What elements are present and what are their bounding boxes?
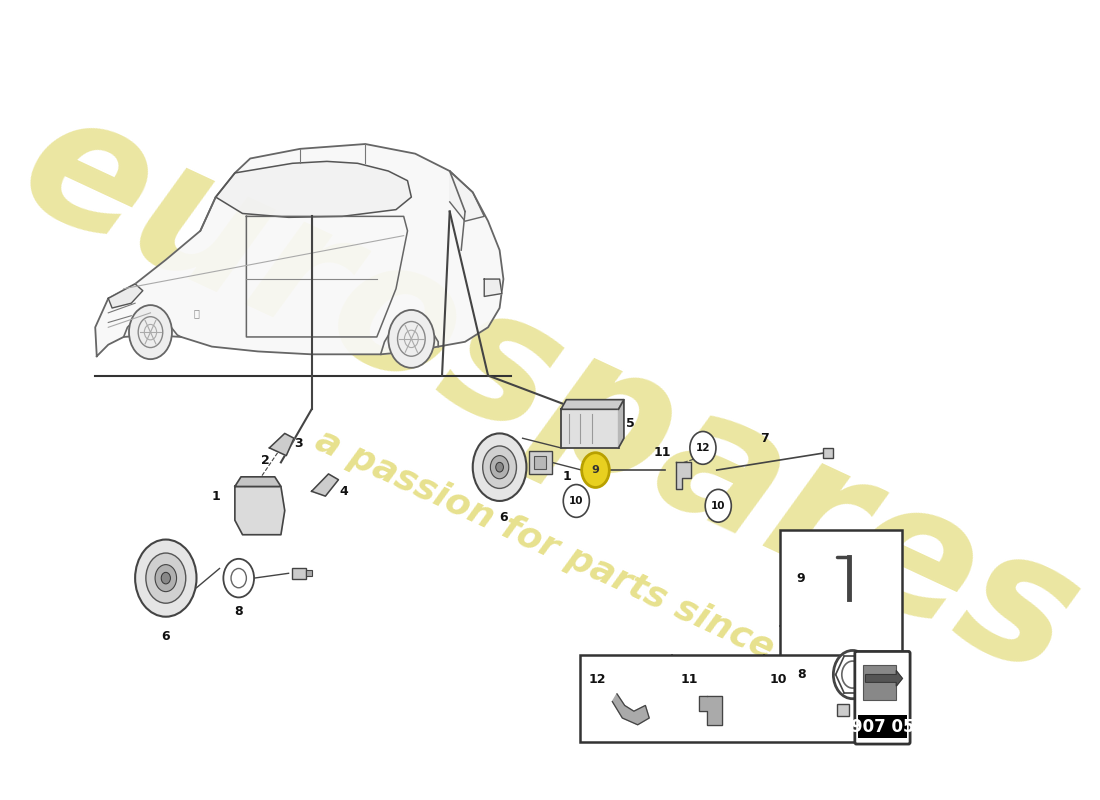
Text: 9: 9 bbox=[796, 572, 805, 585]
Text: 8: 8 bbox=[796, 668, 805, 681]
Polygon shape bbox=[676, 462, 692, 490]
Bar bbox=[780, 530, 902, 723]
Polygon shape bbox=[618, 400, 624, 448]
Circle shape bbox=[388, 310, 434, 368]
Polygon shape bbox=[613, 694, 649, 725]
Circle shape bbox=[146, 553, 186, 603]
Text: 6: 6 bbox=[499, 511, 508, 524]
Text: 10: 10 bbox=[569, 496, 584, 506]
Text: 🔶: 🔶 bbox=[194, 308, 199, 318]
Text: 11: 11 bbox=[681, 673, 697, 686]
Polygon shape bbox=[270, 434, 294, 456]
Bar bbox=[580, 655, 857, 742]
Text: 3: 3 bbox=[294, 437, 302, 450]
Text: 4: 4 bbox=[340, 485, 349, 498]
Polygon shape bbox=[700, 696, 722, 725]
Circle shape bbox=[563, 485, 590, 518]
Circle shape bbox=[496, 462, 504, 472]
Circle shape bbox=[834, 650, 871, 698]
Text: 907 05: 907 05 bbox=[850, 718, 914, 736]
Text: 12: 12 bbox=[695, 443, 711, 453]
Text: 2: 2 bbox=[261, 454, 270, 467]
Polygon shape bbox=[866, 670, 902, 686]
Bar bbox=[823, 448, 834, 458]
Circle shape bbox=[135, 539, 197, 617]
Text: 6: 6 bbox=[162, 630, 170, 642]
Circle shape bbox=[162, 572, 170, 584]
Polygon shape bbox=[216, 162, 411, 218]
Bar bbox=[858, 715, 907, 738]
Circle shape bbox=[155, 565, 177, 592]
Bar bbox=[529, 450, 552, 474]
Bar bbox=[306, 570, 312, 576]
Text: 12: 12 bbox=[588, 673, 606, 686]
Text: 1: 1 bbox=[563, 470, 572, 483]
Text: 10: 10 bbox=[769, 673, 786, 686]
Circle shape bbox=[129, 305, 172, 359]
Bar bbox=[293, 567, 306, 579]
Bar bbox=[535, 456, 547, 469]
Text: eurospares: eurospares bbox=[0, 74, 1100, 716]
Circle shape bbox=[582, 453, 609, 487]
Text: 5: 5 bbox=[626, 418, 635, 430]
Bar bbox=[837, 705, 849, 716]
Text: 10: 10 bbox=[711, 501, 726, 510]
Polygon shape bbox=[108, 284, 143, 308]
Circle shape bbox=[491, 456, 509, 478]
Text: 11: 11 bbox=[653, 446, 671, 459]
Circle shape bbox=[842, 661, 864, 688]
Text: 1: 1 bbox=[211, 490, 220, 502]
Polygon shape bbox=[484, 279, 502, 297]
Text: 9: 9 bbox=[592, 465, 600, 475]
FancyBboxPatch shape bbox=[855, 651, 910, 744]
Circle shape bbox=[690, 431, 716, 464]
Polygon shape bbox=[235, 486, 285, 534]
Circle shape bbox=[705, 490, 732, 522]
Bar bbox=[561, 410, 618, 448]
Polygon shape bbox=[450, 171, 484, 221]
Text: 8: 8 bbox=[234, 606, 243, 618]
Text: 7: 7 bbox=[760, 432, 769, 445]
Polygon shape bbox=[96, 144, 504, 356]
Polygon shape bbox=[235, 477, 280, 486]
Circle shape bbox=[223, 559, 254, 598]
Polygon shape bbox=[311, 474, 339, 496]
Circle shape bbox=[483, 446, 517, 489]
Polygon shape bbox=[561, 400, 624, 410]
Circle shape bbox=[473, 434, 527, 501]
Bar bbox=[864, 665, 895, 700]
Text: a passion for parts since 1985: a passion for parts since 1985 bbox=[309, 423, 881, 714]
